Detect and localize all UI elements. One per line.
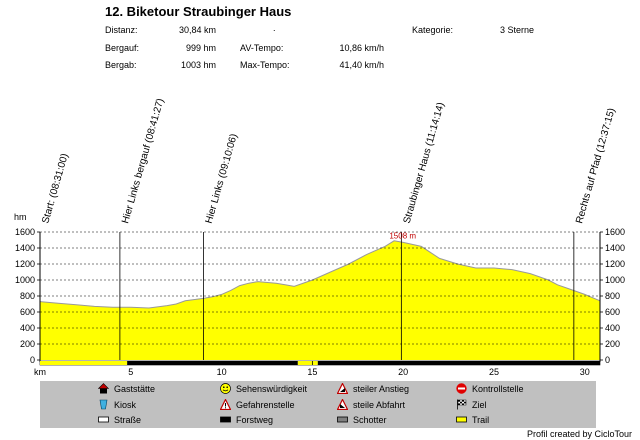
- legend-item-forstweg: Forstweg: [220, 414, 273, 425]
- y-tick-label-right: 1000: [605, 275, 625, 285]
- legend-item-sehenswuerdigkeit: Sehenswürdigkeit: [220, 383, 307, 394]
- y-tick-label-left: 800: [20, 291, 35, 301]
- steep-up-icon: [336, 382, 349, 395]
- legend-item-ziel: Ziel: [456, 399, 487, 410]
- x-tick-label: 25: [489, 367, 499, 377]
- waypoint-label: Start: (08:31:00): [40, 152, 70, 224]
- finish-flag-icon: [456, 399, 467, 410]
- descent-label: Bergab:: [105, 60, 137, 70]
- ascent-value: 999 hm: [185, 43, 216, 53]
- waypoint-label: Rechts auf Pfad (12:37:15): [574, 107, 618, 225]
- category-value: 3 Sterne: [500, 25, 535, 35]
- x-axis-label: km: [34, 367, 46, 377]
- waypoint-label: Hier Links (09:10:06): [204, 133, 240, 225]
- y-tick-label-right: 200: [605, 339, 620, 349]
- y-tick-label-right: 1600: [605, 227, 625, 237]
- waypoint-label: Hier Links bergauf (08:41:27): [120, 97, 166, 225]
- y-tick-label-left: 1400: [15, 243, 35, 253]
- legend-label: Schotter: [353, 414, 387, 425]
- legend-label: Straße: [114, 414, 142, 425]
- legend-label: Forstweg: [236, 414, 274, 425]
- y-tick-label-right: 800: [605, 291, 620, 301]
- x-tick-label: 10: [217, 367, 227, 377]
- descent-value: 1003 hm: [180, 60, 216, 70]
- legend-item-gaststaette: Gaststätte: [97, 383, 156, 394]
- legend-item-gefahrenstelle: Gefahrenstelle: [219, 398, 295, 411]
- x-tick-label: 5: [128, 367, 133, 377]
- legend: Gaststätte Sehenswürdigkeit steiler Anst…: [40, 381, 596, 428]
- legend-label: steiler Anstieg: [353, 383, 410, 394]
- distance-label: Distanz:: [105, 25, 138, 35]
- legend-label: Trail: [472, 414, 490, 425]
- legend-item-schotter: Schotter: [337, 414, 387, 425]
- y-tick-label-left: 1200: [15, 259, 35, 269]
- legend-item-steile-abfahrt: steile Abfahrt: [336, 398, 406, 411]
- surface-segment-trail: [40, 361, 128, 365]
- avg-speed-value: 10,86 km/h: [339, 43, 384, 53]
- y-tick-label-right: 400: [605, 323, 620, 333]
- legend-item-strasse: Straße: [98, 414, 141, 425]
- x-tick-label: 20: [398, 367, 408, 377]
- legend-label: Kiosk: [114, 399, 137, 410]
- kiosk-icon: [98, 399, 109, 410]
- y-tick-label-right: 600: [605, 307, 620, 317]
- surface-segment-forstweg: [127, 361, 298, 365]
- y-tick-label-left: 1000: [15, 275, 35, 285]
- warning-icon: [219, 398, 232, 411]
- legend-item-kiosk: Kiosk: [98, 399, 136, 410]
- y-axis-label: hm: [14, 212, 27, 222]
- elevation-profile-chart: 0 0 200 200 400 400 600 600 800 800 1000 1000 1200 12…: [14, 97, 625, 377]
- steep-down-icon: [336, 398, 349, 411]
- stop-icon: [456, 383, 467, 394]
- y-tick-label-right: 1200: [605, 259, 625, 269]
- x-tick-label: 15: [307, 367, 317, 377]
- legend-label: Gaststätte: [114, 383, 156, 394]
- legend-label: Gefahrenstelle: [236, 399, 295, 410]
- legend-item-kontrollstelle: Kontrollstelle: [456, 383, 524, 394]
- legend-label: Sehenswürdigkeit: [236, 383, 308, 394]
- smiley-icon: [220, 383, 231, 394]
- street-swatch-icon: [98, 414, 109, 425]
- y-tick-label-left: 400: [20, 323, 35, 333]
- max-speed-label: Max-Tempo:: [240, 60, 290, 70]
- surface-segment-forstweg: [317, 361, 600, 365]
- y-tick-label-left: 0: [30, 355, 35, 365]
- category-label: Kategorie:: [412, 25, 454, 35]
- waypoint-label: Straubinger Haus (11:14:14): [402, 101, 447, 225]
- surface-segment-trail: [297, 361, 318, 365]
- legend-item-steiler-anstieg: steiler Anstieg: [336, 382, 410, 395]
- ascent-label: Bergauf:: [105, 43, 140, 53]
- separator-dot: .: [273, 23, 276, 33]
- avg-speed-label: AV-Tempo:: [240, 43, 284, 53]
- trail-swatch-icon: [456, 414, 467, 425]
- y-tick-label-left: 1600: [15, 227, 35, 237]
- peak-elevation-label: 1508 m: [389, 231, 416, 240]
- max-speed-value: 41,40 km/h: [339, 60, 384, 70]
- y-tick-label-right: 0: [605, 355, 610, 365]
- house-icon: [97, 383, 110, 394]
- gravel-swatch-icon: [337, 414, 348, 425]
- legend-label: steile Abfahrt: [353, 399, 406, 410]
- y-tick-label-left: 200: [20, 339, 35, 349]
- y-tick-label-left: 600: [20, 307, 35, 317]
- legend-item-trail: Trail: [456, 414, 489, 425]
- legend-label: Kontrollstelle: [472, 383, 524, 394]
- elevation-area: [40, 240, 600, 360]
- forest-road-swatch-icon: [220, 414, 231, 425]
- tour-title: 12. Biketour Straubinger Haus: [105, 4, 292, 19]
- y-tick-label-right: 1400: [605, 243, 625, 253]
- x-tick-label: 30: [580, 367, 590, 377]
- distance-value: 30,84 km: [178, 25, 216, 35]
- elevation-line: [39, 240, 601, 309]
- legend-label: Ziel: [472, 399, 487, 410]
- credit-text: Profil created by CicloTour: [526, 429, 632, 439]
